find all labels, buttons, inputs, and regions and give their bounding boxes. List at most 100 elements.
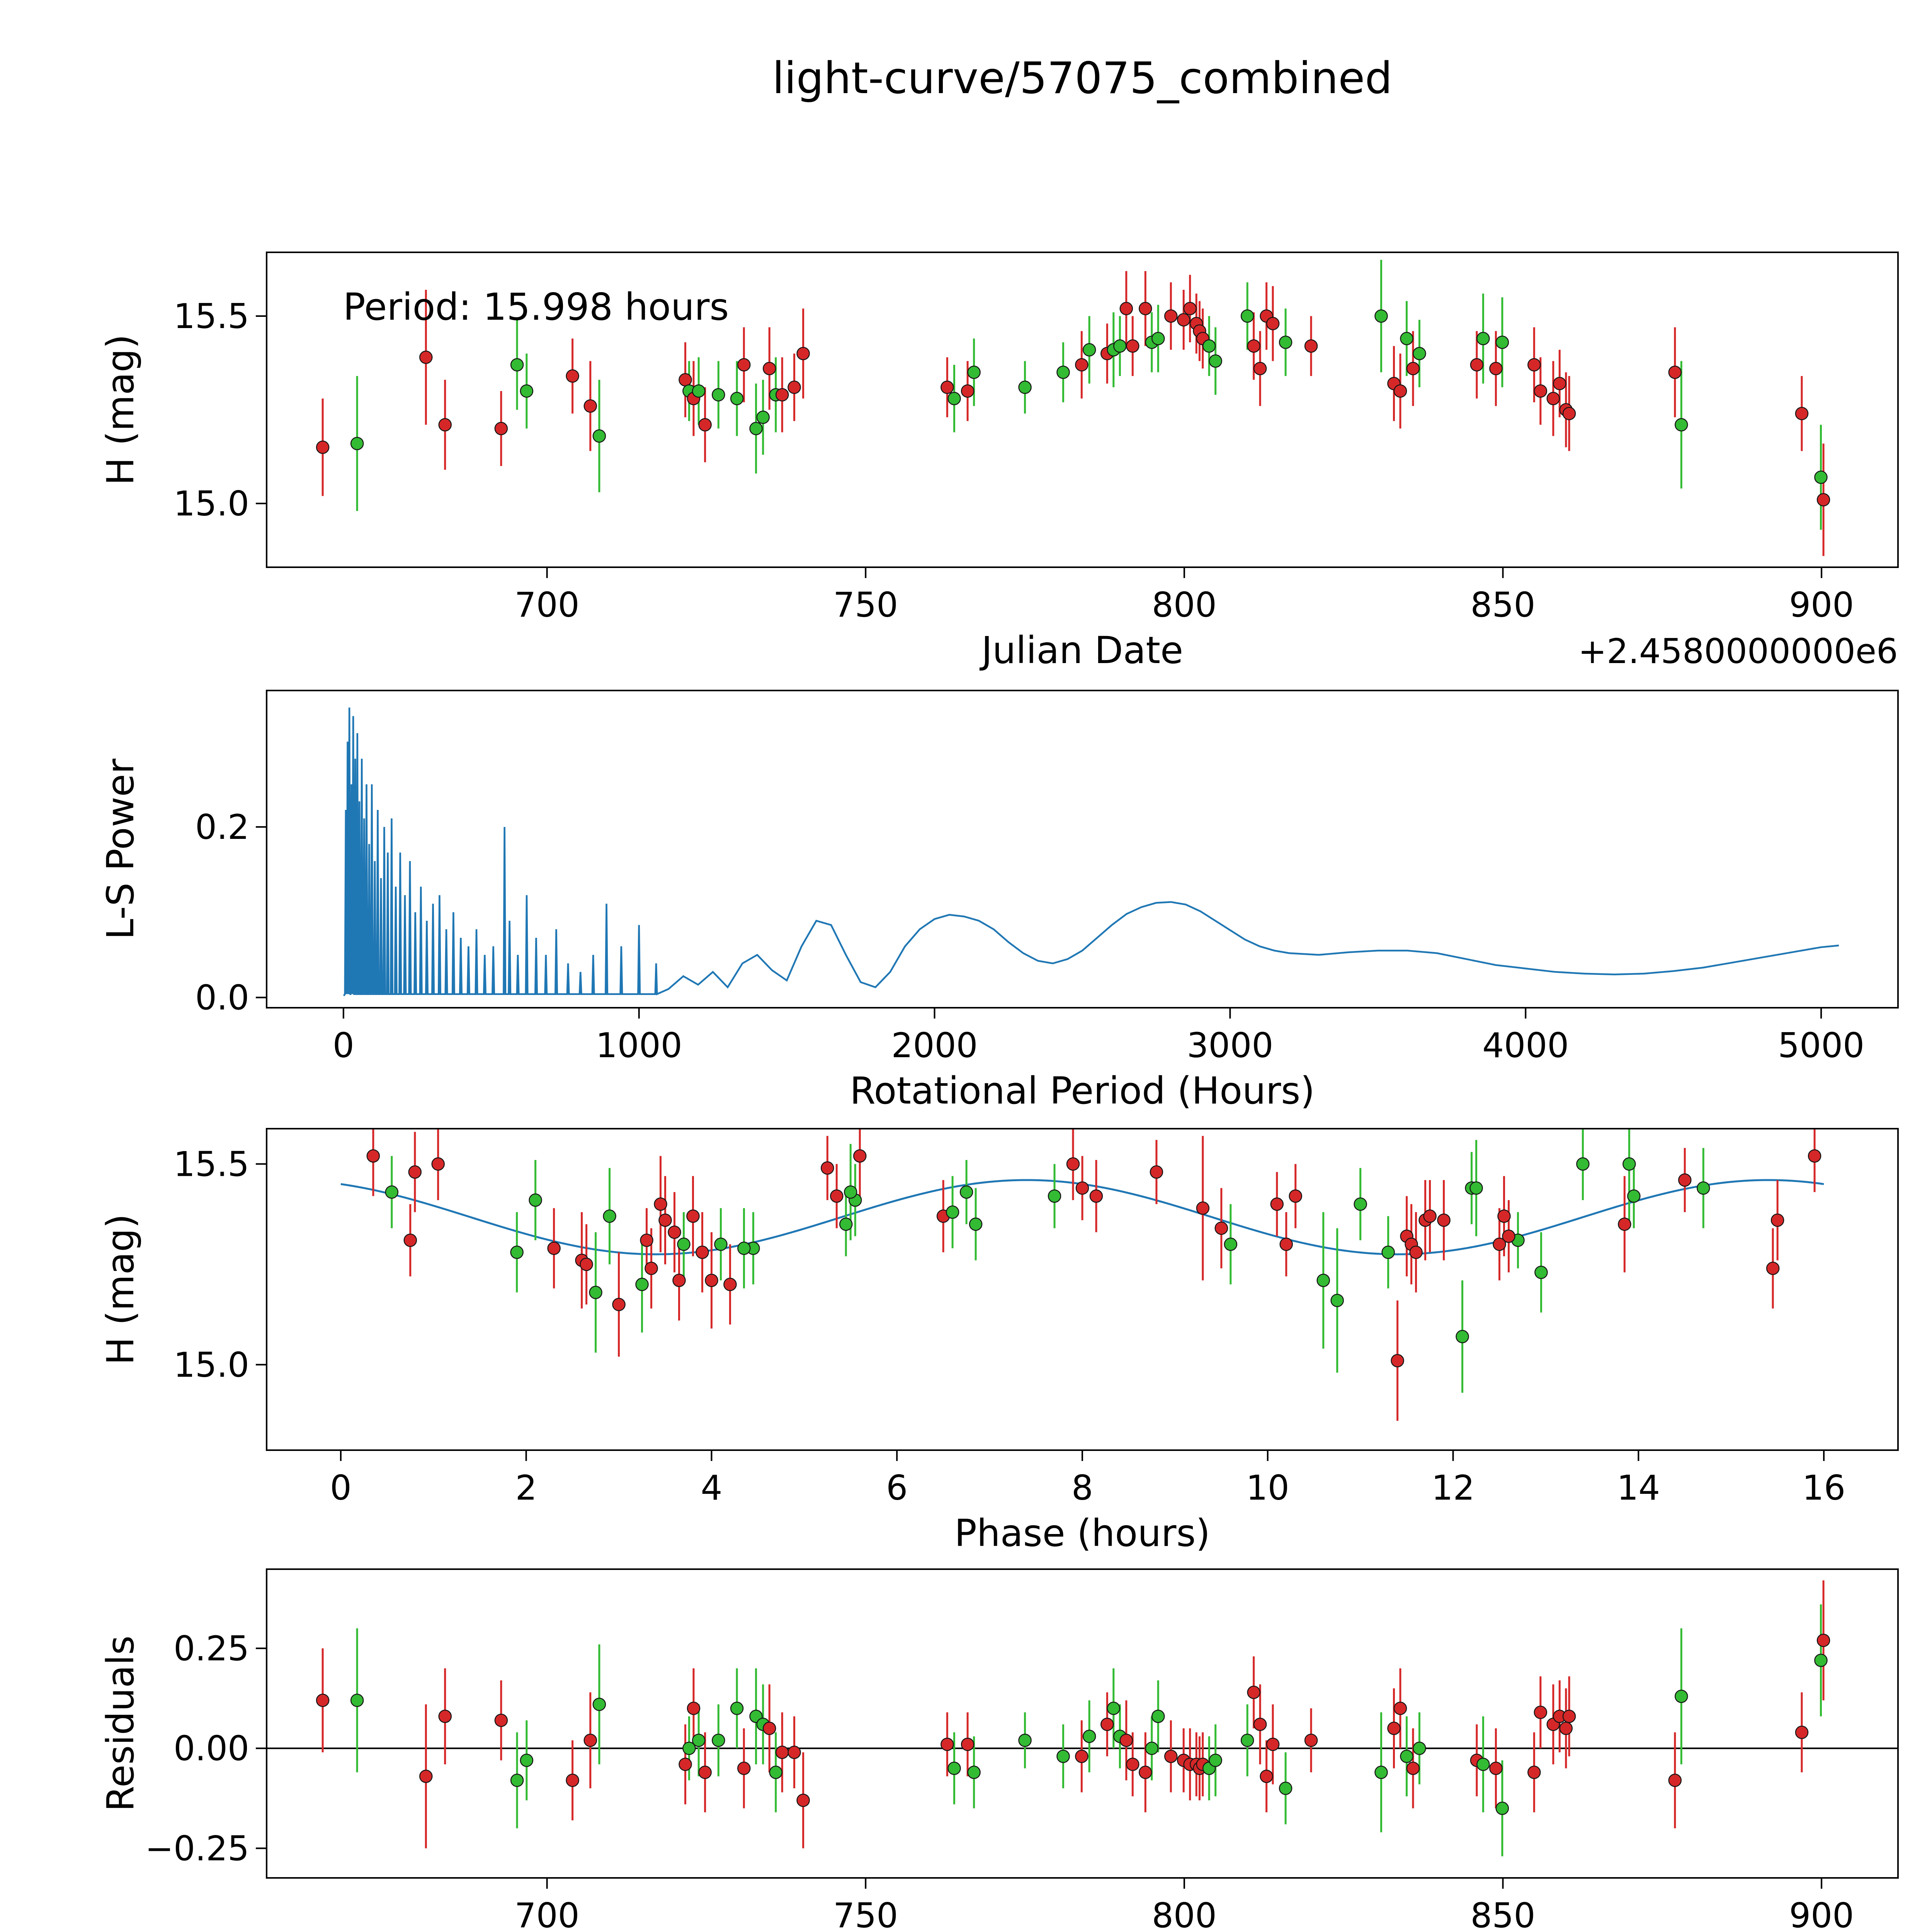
data-point xyxy=(692,1733,706,1747)
y-tick-label: 15.0 xyxy=(173,484,249,524)
y-axis-label: Residuals xyxy=(99,1636,142,1811)
data-point xyxy=(1766,1262,1780,1275)
data-point xyxy=(385,1185,399,1199)
data-point xyxy=(677,1237,690,1251)
data-point xyxy=(520,1753,534,1767)
data-point xyxy=(853,1149,867,1163)
data-point xyxy=(494,1713,508,1727)
data-point xyxy=(1495,1801,1509,1815)
data-point xyxy=(1627,1189,1641,1203)
data-point xyxy=(946,1205,959,1219)
data-point xyxy=(1469,1181,1483,1195)
data-point xyxy=(1527,358,1541,372)
data-point xyxy=(654,1197,667,1211)
x-axis-label: Phase (hours) xyxy=(954,1512,1210,1555)
data-point xyxy=(494,422,508,435)
data-point xyxy=(635,1277,649,1291)
data-point xyxy=(1675,418,1688,432)
data-point xyxy=(947,1762,961,1775)
x-axis-label: Rotational Period (Hours) xyxy=(850,1069,1315,1112)
data-point xyxy=(408,1165,422,1179)
x-tick-label: 850 xyxy=(1471,1896,1536,1932)
data-point xyxy=(821,1161,834,1175)
data-point xyxy=(658,1213,672,1227)
data-point xyxy=(1150,1165,1163,1179)
data-point xyxy=(1224,1237,1238,1251)
data-point xyxy=(1056,366,1070,379)
data-point xyxy=(1164,1750,1178,1763)
jd-magnitude-panel-plot-area xyxy=(316,260,1830,556)
x-tick-label: 700 xyxy=(515,585,580,625)
axes-frame xyxy=(266,1568,1899,1879)
data-point xyxy=(1374,309,1388,323)
data-point xyxy=(1289,1189,1302,1203)
y-tick-label: 0.2 xyxy=(195,807,249,847)
x-tick-label: 750 xyxy=(833,1896,898,1932)
y-axis-label: L-S Power xyxy=(99,759,142,940)
data-point xyxy=(1266,1738,1280,1751)
x-tick-label: 10 xyxy=(1246,1468,1289,1508)
data-point xyxy=(1089,1189,1103,1203)
data-point xyxy=(1816,1633,1830,1647)
data-point xyxy=(316,440,330,454)
x-tick-label: 14 xyxy=(1617,1468,1660,1508)
data-point xyxy=(692,384,706,398)
data-point xyxy=(969,1217,983,1231)
data-point xyxy=(1696,1181,1710,1195)
data-point xyxy=(1209,354,1222,368)
data-point xyxy=(672,1274,686,1287)
data-point xyxy=(1266,317,1280,330)
data-point xyxy=(1202,339,1216,353)
data-point xyxy=(1553,377,1566,390)
data-point xyxy=(1082,1730,1096,1743)
data-point xyxy=(438,418,452,432)
data-point xyxy=(1075,358,1088,372)
data-point xyxy=(796,347,810,361)
data-point xyxy=(403,1233,417,1247)
data-point xyxy=(1413,1742,1426,1755)
data-point xyxy=(350,1694,364,1707)
data-point xyxy=(1534,1706,1548,1719)
data-point xyxy=(1527,1765,1541,1779)
data-point xyxy=(679,1757,692,1771)
data-point xyxy=(737,1242,751,1255)
x-tick-label: 8 xyxy=(1071,1468,1093,1508)
y-tick-label: 15.5 xyxy=(173,1144,249,1184)
data-point xyxy=(438,1709,452,1723)
data-point xyxy=(1139,302,1152,315)
data-point xyxy=(1113,339,1127,353)
x-tick-label: 800 xyxy=(1152,1896,1217,1932)
data-point xyxy=(844,1185,857,1199)
data-point xyxy=(1497,1209,1511,1223)
x-tick-label: 0 xyxy=(333,1026,354,1065)
data-point xyxy=(967,366,981,379)
data-point xyxy=(419,350,433,364)
data-point xyxy=(1240,1733,1254,1747)
axes-frame xyxy=(266,252,1899,568)
x-tick-label: 800 xyxy=(1152,585,1217,625)
x-tick-label: 4 xyxy=(701,1468,722,1508)
data-point xyxy=(796,1793,810,1807)
data-point xyxy=(1675,1689,1688,1703)
data-point xyxy=(705,1274,718,1287)
periodogram-panel-plot-area xyxy=(343,707,1839,997)
data-point xyxy=(1391,1354,1404,1367)
data-point xyxy=(687,1701,701,1715)
x-tick-label: 5000 xyxy=(1778,1026,1864,1065)
data-point xyxy=(1816,493,1830,507)
x-tick-label: 6 xyxy=(886,1468,908,1508)
data-point xyxy=(1576,1157,1590,1171)
data-point xyxy=(1018,1733,1032,1747)
data-point xyxy=(316,1694,330,1707)
data-point xyxy=(1279,1237,1293,1251)
data-point xyxy=(1423,1209,1437,1223)
x-tick-label: 700 xyxy=(515,1896,580,1932)
period-annotation: Period: 15.998 hours xyxy=(343,286,729,329)
x-tick-label: 850 xyxy=(1471,585,1536,625)
data-point xyxy=(762,362,776,376)
data-point xyxy=(787,381,801,394)
data-point xyxy=(668,1225,681,1239)
data-point xyxy=(1795,1726,1809,1739)
data-point xyxy=(1164,309,1178,323)
